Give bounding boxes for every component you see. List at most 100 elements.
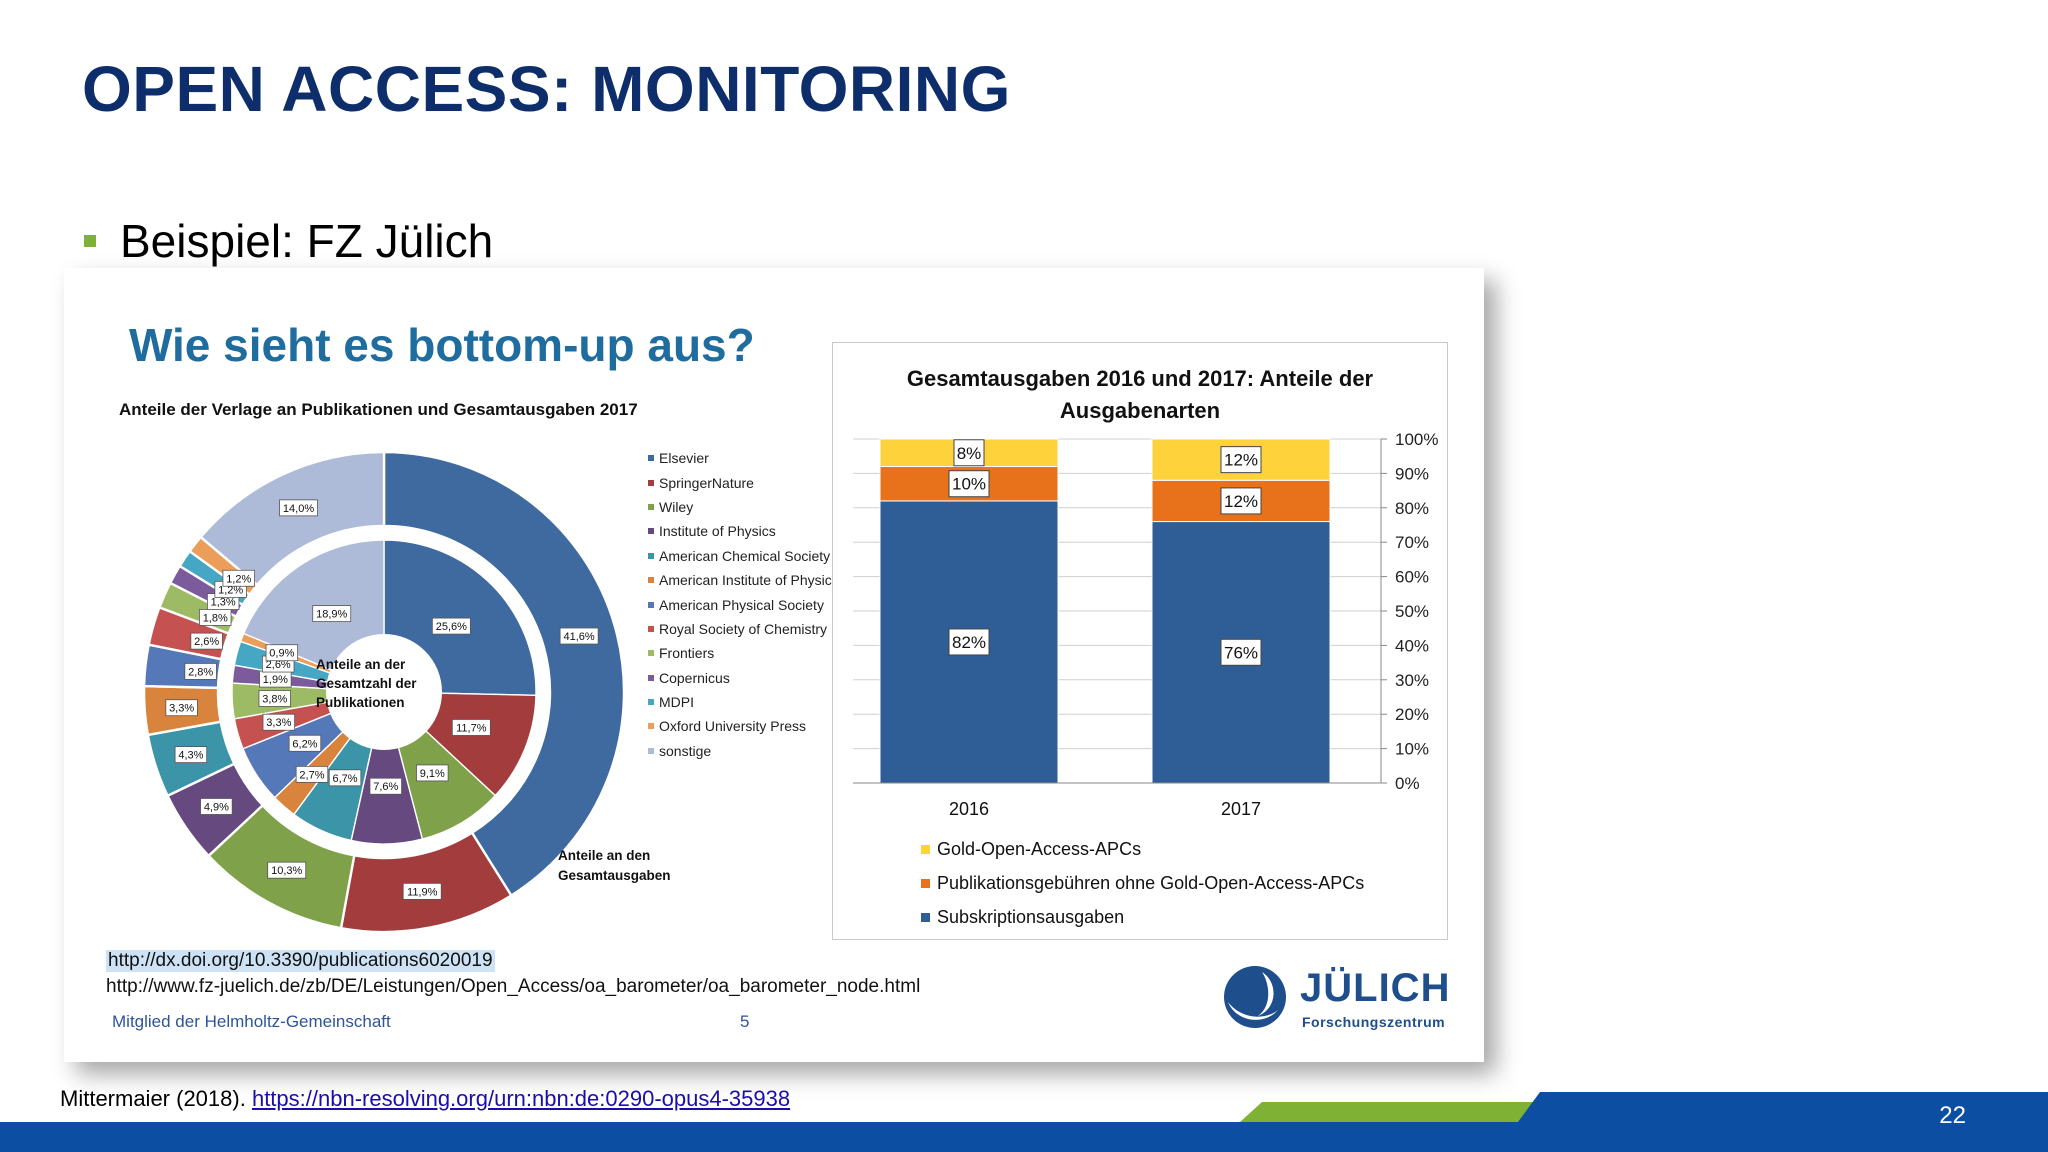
legend-label: Publikationsgebühren ohne Gold-Open-Acce… [937,872,1365,893]
svg-text:25,6%: 25,6% [436,621,467,633]
legend-label: Subskriptionsausgaben [937,906,1125,927]
legend-swatch [648,747,654,754]
bar-data-label: 76% [1220,638,1262,666]
bar-data-label: 82% [948,628,990,656]
svg-text:1,3%: 1,3% [211,597,236,609]
legend-item-oxford-university-press: Oxford University Press [648,714,839,738]
y-tick-label: 50% [1395,602,1429,621]
legend-item-frontiers: Frontiers [648,641,839,665]
svg-text:12%: 12% [1224,492,1258,511]
legend-item-elsevier: Elsevier [648,446,839,470]
legend-label: Institute of Physics [659,523,776,540]
legend-swatch [648,650,654,657]
inner-data-label: 25,6% [431,617,471,635]
legend-swatch [648,528,654,535]
svg-text:10,3%: 10,3% [271,865,302,877]
outer-data-label: 14,0% [279,499,318,517]
bar-legend-item-subskriptionsausgaben: Subskriptionsausgaben [921,900,1364,934]
svg-text:11,7%: 11,7% [456,722,487,734]
footer-blue-band [0,1092,2048,1152]
outer-data-label: 4,9% [200,798,233,815]
bar-chart-panel: Gesamtausgaben 2016 und 2017: Anteile de… [832,342,1448,940]
legend-swatch [648,503,654,510]
legend-item-american-institute-of-physics: American Institute of Physics [648,568,839,592]
bar-data-label: 8% [953,439,985,467]
inner-data-label: 6,7% [328,769,362,787]
embed-title: Wie sieht es bottom-up aus? [129,319,755,371]
fz-juelich-link[interactable]: http://www.fz-juelich.de/zb/DE/Leistunge… [106,976,921,997]
inner-data-label: 7,6% [369,777,402,795]
doi-link[interactable]: http://dx.doi.org/10.3390/publications60… [106,950,495,972]
legend-label: Frontiers [659,645,715,662]
legend-item-mdpi: MDPI [648,690,839,714]
svg-text:41,6%: 41,6% [564,631,595,643]
donut-legend: Elsevier SpringerNature Wiley Institute of … [648,446,839,763]
bullet-item: Beispiel: FZ Jülich [84,214,493,268]
legend-swatch [648,601,654,608]
outer-slice-elsevier [382,450,626,898]
outer-ring-caption: Anteile an den Gesamtausgaben [558,848,671,883]
y-tick-label: 0% [1395,774,1420,793]
svg-text:1,8%: 1,8% [203,612,228,624]
inner-data-label: 18,9% [312,605,352,622]
svg-text:6,7%: 6,7% [333,773,358,785]
svg-text:3,3%: 3,3% [266,717,291,729]
inner-data-label: 1,9% [259,670,292,688]
inner-data-label: 3,3% [262,713,296,731]
svg-text:1,9%: 1,9% [263,674,288,686]
outer-data-label: 4,3% [174,746,208,764]
y-tick-label: 100% [1395,430,1438,449]
svg-text:18,9%: 18,9% [316,609,347,621]
svg-text:10%: 10% [952,475,986,494]
citation-author: Mittermaier (2018). [60,1086,252,1111]
bar-data-label: 12% [1220,446,1262,474]
inner-data-label: 11,7% [451,719,491,736]
helmholtz-member-text: Mitglied der Helmholtz-Gemeinschaft [112,1012,391,1031]
outer-data-label: 10,3% [267,861,307,879]
legend-swatch [648,723,654,730]
outer-data-label: 41,6% [559,627,599,645]
svg-text:2,7%: 2,7% [299,769,324,781]
legend-swatch [648,699,654,706]
legend-swatch [648,552,654,559]
svg-text:7,6%: 7,6% [373,781,398,793]
donut-center-hole [326,634,442,750]
legend-swatch [648,674,654,681]
embedded-slide-image: Wie sieht es bottom-up aus? Anteile der … [64,268,1484,1062]
svg-text:3,3%: 3,3% [169,703,194,715]
y-tick-label: 20% [1395,705,1429,724]
legend-item-sonstige: sonstige [648,739,839,763]
legend-label: American Chemical Society [659,547,831,564]
legend-label: American Physical Society [659,596,824,613]
svg-text:2,6%: 2,6% [194,636,219,648]
svg-text:6,2%: 6,2% [292,738,317,750]
donut-chart: 25,6%11,7%9,1%7,6%6,7%2,7%6,2%3,3%3,8%1,… [142,450,626,934]
outer-data-label: 3,3% [165,699,198,717]
legend-swatch [648,577,654,584]
svg-text:11,9%: 11,9% [407,886,438,898]
legend-swatch [921,844,930,854]
svg-text:8%: 8% [957,444,982,463]
svg-text:4,3%: 4,3% [178,750,203,762]
svg-text:12%: 12% [1224,451,1258,470]
bar-data-label: 12% [1220,487,1262,515]
outer-data-label: 1,2% [222,569,255,587]
x-tick-label: 2017 [1221,799,1261,819]
logo-text: JÜLICH [1300,966,1451,1010]
inner-data-label: 9,1% [416,764,449,782]
y-tick-label: 80% [1395,499,1429,518]
svg-text:4,9%: 4,9% [204,801,229,813]
svg-text:14,0%: 14,0% [283,503,314,515]
legend-swatch [921,878,930,888]
inner-data-label: 2,7% [295,765,329,783]
slide-number: 22 [1939,1102,1966,1129]
legend-item-american-physical-society: American Physical Society [648,592,839,616]
citation-link[interactable]: https://nbn-resolving.org/urn:nbn:de:029… [251,1086,791,1111]
embedded-page-number: 5 [740,1012,750,1031]
legend-label: American Institute of Physics [659,572,839,589]
inner-data-label: 0,9% [265,644,299,662]
svg-text:2,6%: 2,6% [266,659,291,671]
legend-label: Royal Society of Chemistry [659,620,828,637]
juelich-logo-icon [1224,966,1286,1028]
y-tick-label: 30% [1395,671,1429,690]
